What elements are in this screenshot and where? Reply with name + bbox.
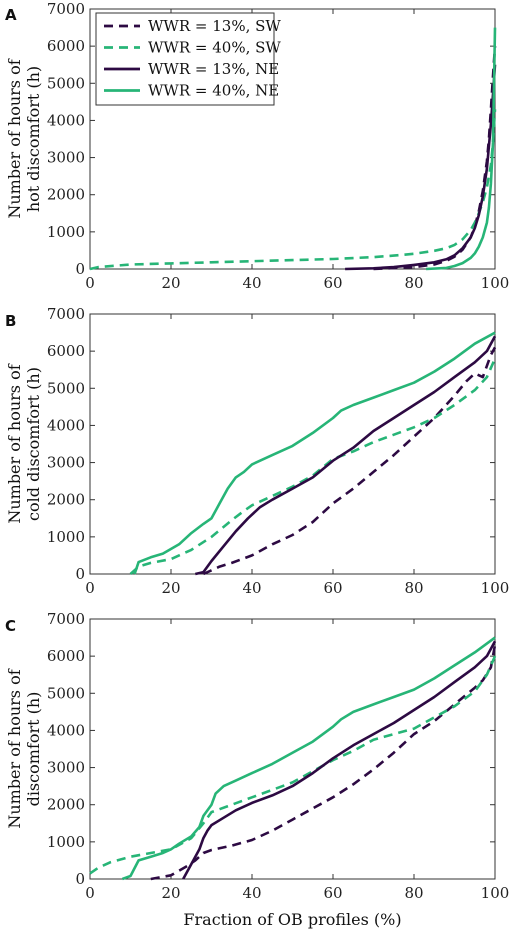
y-tick-label: 6000 (47, 37, 85, 55)
y-tick-label: 1000 (47, 223, 85, 241)
y-axis-label-line: hot discomfort (h) (24, 66, 43, 212)
y-tick-label: 2000 (47, 491, 85, 509)
y-tick-label: 2000 (47, 186, 85, 204)
y-tick-label: 3000 (47, 454, 85, 472)
y-tick-label: 7000 (47, 0, 85, 18)
series-line (89, 655, 497, 875)
y-tick-label: 7000 (47, 610, 85, 628)
legend-entry-label: WWR = 13%, NE (148, 60, 279, 78)
y-tick-label: 7000 (47, 305, 85, 323)
y-tick-label: 0 (75, 260, 85, 278)
panel-b: 0 1000 2000 3000 4000 5000 6000 7000 0 20 40 60 80 10… (5, 305, 509, 597)
y-tick-label: 4000 (47, 416, 85, 434)
x-tick-label: 20 (161, 274, 180, 292)
x-tick-label: 40 (242, 884, 261, 902)
y-axis-label: Number of hours ofcold discomfort (h) (5, 363, 43, 523)
y-axis-label-line: cold discomfort (h) (24, 367, 43, 521)
y-tick-label: 6000 (47, 647, 85, 665)
x-tick-label: 80 (404, 274, 423, 292)
x-tick-label: 60 (323, 579, 342, 597)
y-tick-label: 5000 (47, 684, 85, 702)
series-line (345, 64, 497, 271)
x-tick-label: 0 (85, 579, 95, 597)
y-tick-label: 0 (75, 870, 85, 888)
series-line (373, 46, 497, 271)
panel-letter: B (5, 312, 16, 330)
series-line (129, 358, 497, 575)
legend-entry-label: WWR = 40%, SW (148, 39, 281, 57)
x-tick-label: 40 (242, 274, 261, 292)
y-tick-label: 2000 (47, 796, 85, 814)
x-tick-label: 80 (404, 884, 423, 902)
x-tick-label: 20 (161, 884, 180, 902)
y-axis-label-line: discomfort (h) (24, 692, 43, 807)
x-tick-label: 100 (481, 274, 510, 292)
series-line (426, 27, 497, 271)
panel-letter: C (5, 617, 16, 635)
series-line (182, 640, 497, 880)
series-line (121, 636, 496, 881)
legend: WWR = 13%, SW WWR = 40%, SW WWR = 13%, NE W… (95, 12, 281, 106)
x-tick-label: 0 (85, 274, 95, 292)
x-tick-label: 60 (323, 884, 342, 902)
y-tick-label: 3000 (47, 759, 85, 777)
y-tick-label: 0 (75, 565, 85, 583)
series-line (150, 644, 497, 881)
axis-frame (89, 8, 496, 270)
series-line (89, 109, 497, 271)
x-tick-label: 60 (323, 274, 342, 292)
y-tick-label: 4000 (47, 111, 85, 129)
x-axis-label: Fraction of OB profiles (%) (183, 910, 401, 929)
panel-letter: A (5, 6, 17, 24)
legend-entry-label: WWR = 13%, SW (148, 17, 281, 35)
panel-a: 0 1000 2000 3000 4000 5000 6000 7000 0 20 40 60 80 10… (5, 0, 509, 292)
y-axis-label-line: Number of hours of (5, 58, 24, 218)
series-line (202, 346, 497, 576)
y-tick-label: 5000 (47, 379, 85, 397)
y-tick-label: 1000 (47, 528, 85, 546)
y-tick-label: 1000 (47, 833, 85, 851)
panel-c: 0 1000 2000 3000 4000 5000 6000 7000 0 20 40 60 80 10… (5, 610, 509, 929)
x-tick-label: 0 (85, 884, 95, 902)
x-tick-label: 40 (242, 579, 261, 597)
y-tick-label: 4000 (47, 721, 85, 739)
x-tick-label: 80 (404, 579, 423, 597)
series-line (133, 331, 496, 575)
legend-entry-label: WWR = 40%, NE (148, 82, 279, 100)
y-tick-label: 6000 (47, 342, 85, 360)
axis-frame (89, 618, 496, 880)
y-axis-label-line: Number of hours of (5, 363, 24, 523)
y-axis-label: Number of hours ofdiscomfort (h) (5, 668, 43, 828)
y-tick-label: 5000 (47, 74, 85, 92)
x-tick-label: 100 (481, 884, 510, 902)
series-line (195, 335, 497, 576)
y-axis-label: Number of hours ofhot discomfort (h) (5, 58, 43, 218)
y-tick-label: 3000 (47, 149, 85, 167)
x-tick-label: 100 (481, 579, 510, 597)
x-tick-label: 20 (161, 579, 180, 597)
y-axis-label-line: Number of hours of (5, 668, 24, 828)
axis-frame (89, 313, 496, 575)
